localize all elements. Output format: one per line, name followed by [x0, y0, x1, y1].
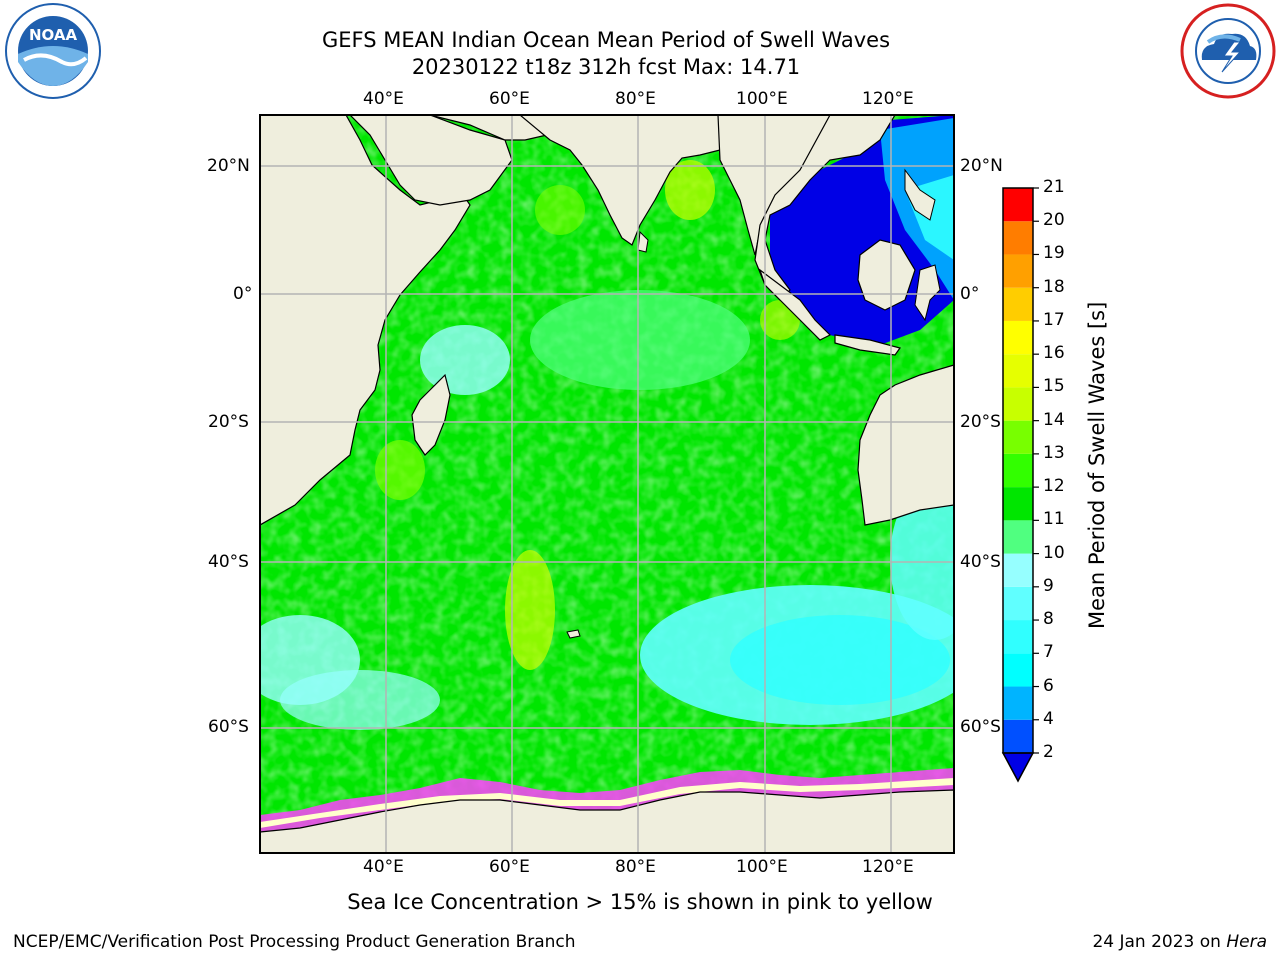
colorbar	[1001, 187, 1039, 783]
colorbar-tick-label: 8	[1043, 609, 1054, 630]
swell-region-yellow-ridge	[505, 550, 555, 670]
colorbar-segment	[1003, 188, 1033, 222]
lat-label-right-0: 0°	[960, 284, 980, 304]
colorbar-tick-label: 19	[1043, 243, 1065, 264]
colorbar-segment	[1003, 487, 1033, 521]
colorbar-segment	[1003, 653, 1033, 687]
swell-region-cyan-madagascar	[420, 325, 510, 395]
land-arabia	[349, 115, 513, 206]
colorbar-segment	[1003, 287, 1033, 321]
colorbar-segment	[1003, 453, 1033, 488]
colorbar-tick-label: 16	[1043, 343, 1065, 364]
colorbar-segment	[1003, 387, 1033, 421]
colorbar-tick-label: 10	[1043, 542, 1065, 563]
colorbar-tick-label: 11	[1043, 509, 1065, 530]
land-antarctica	[260, 789, 954, 853]
land-sumatra	[758, 268, 832, 341]
colorbar-tick-label: 12	[1043, 476, 1065, 497]
colorbar-tick-label: 2	[1043, 742, 1054, 762]
colorbar-tick-label: 18	[1043, 276, 1065, 297]
lon-label-bottom-120e: 120°E	[862, 857, 914, 877]
colorbar-tick-label: 17	[1043, 309, 1065, 330]
lon-label-bottom-80e: 80°E	[615, 857, 656, 877]
lon-label-bottom-40e: 40°E	[363, 857, 404, 877]
sea-ice-caption: Sea Ice Concentration > 15% is shown in …	[347, 890, 933, 914]
lon-label-top-100e: 100°E	[736, 89, 788, 109]
lat-label-left-20n: 20°N	[207, 156, 250, 176]
footer-date-text: 24 Jan 2023 on	[1092, 932, 1221, 952]
colorbar-tick-label: 4	[1043, 708, 1054, 729]
colorbar-tick-label: 15	[1043, 376, 1065, 397]
lat-label-right-20s: 20°S	[960, 412, 1001, 432]
lon-label-top-120e: 120°E	[862, 89, 914, 109]
footer-date: 24 Jan 2023 on Hera	[1092, 932, 1267, 952]
colorbar-tick-label: 6	[1043, 675, 1054, 696]
land-australia	[857, 364, 954, 526]
colorbar-segment	[1003, 354, 1033, 388]
land-borneo	[857, 239, 916, 311]
lat-label-right-20n: 20°N	[960, 156, 1003, 176]
lon-label-bottom-100e: 100°E	[736, 857, 788, 877]
colorbar-tick-label: 13	[1043, 442, 1065, 463]
colorbar-segment	[1003, 320, 1033, 355]
lat-label-left-20s: 20°S	[208, 412, 249, 432]
map-gridlines	[260, 115, 954, 853]
noaa-logo-text: NOAA	[29, 26, 78, 44]
colorbar-segment	[1003, 221, 1033, 255]
lon-label-bottom-60e: 60°E	[489, 857, 530, 877]
colorbar-segment	[1003, 686, 1033, 720]
colorbar-tick-label: 7	[1043, 642, 1054, 663]
colorbar-tick-label: 20	[1043, 210, 1065, 231]
colorbar-tick-label: 9	[1043, 575, 1054, 596]
colorbar-frame	[1002, 187, 1034, 754]
chart-subtitle: 20230122 t18z 312h fcst Max: 14.71	[411, 55, 801, 79]
colorbar-under-triangle	[1001, 752, 1035, 783]
colorbar-tick-label: 21	[1043, 177, 1065, 197]
colorbar-segment	[1003, 420, 1033, 454]
lat-label-left-60s: 60°S	[208, 717, 249, 737]
colorbar-tick-label: 14	[1043, 409, 1065, 430]
lat-label-left-0: 0°	[233, 284, 253, 304]
footer-host: Hera	[1226, 932, 1267, 952]
colorbar-segment	[1003, 719, 1033, 753]
colorbar-segment	[1003, 520, 1033, 554]
lon-label-top-60e: 60°E	[489, 89, 530, 109]
colorbar-segment	[1003, 254, 1033, 288]
land-madagascar	[411, 373, 451, 456]
map-frame	[259, 114, 955, 854]
noaa-logo: NOAA	[5, 3, 101, 99]
lon-label-top-40e: 40°E	[363, 89, 404, 109]
lat-label-right-60s: 60°S	[960, 717, 1001, 737]
lat-label-right-40s: 40°S	[960, 552, 1001, 572]
lat-label-left-40s: 40°S	[208, 552, 249, 572]
colorbar-segment	[1003, 553, 1033, 587]
nws-logo	[1180, 3, 1276, 99]
lon-label-top-80e: 80°E	[615, 89, 656, 109]
colorbar-segment	[1003, 620, 1033, 654]
chart-title: GEFS MEAN Indian Ocean Mean Period of Sw…	[321, 28, 891, 52]
colorbar-segment	[1003, 586, 1033, 621]
footer-branch: NCEP/EMC/Verification Post Processing Pr…	[13, 932, 576, 952]
